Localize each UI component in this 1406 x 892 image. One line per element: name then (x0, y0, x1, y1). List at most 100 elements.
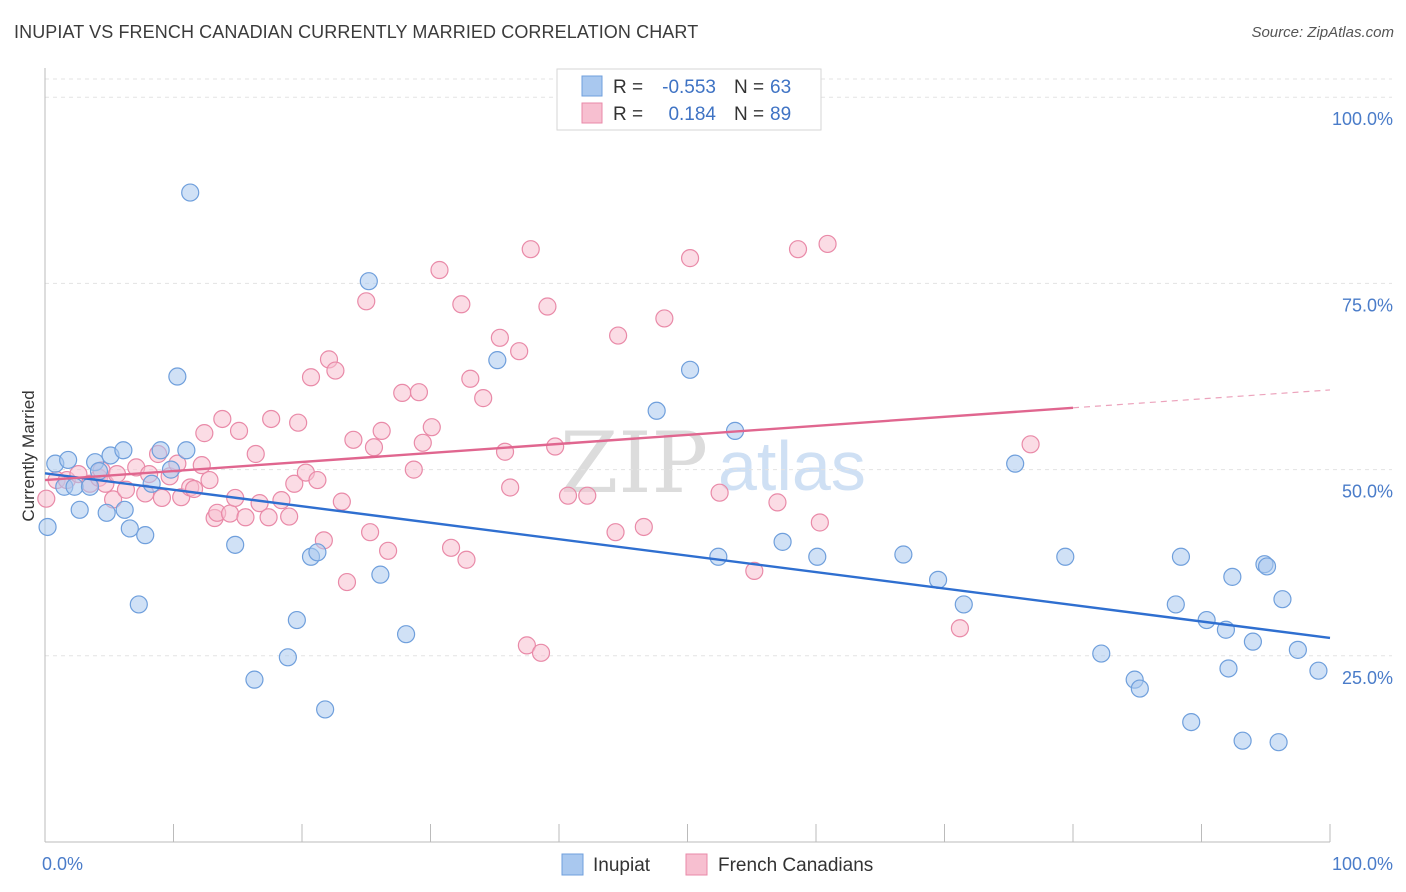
inupiat-point (287, 610, 306, 630)
french-canadians-point (259, 508, 278, 527)
inupiat-point (680, 360, 700, 379)
trend-line-french-canadians (1072, 389, 1331, 409)
y-axis-label: Currently Married (19, 390, 38, 521)
inupiat-point (136, 526, 155, 545)
french-canadians-point (378, 541, 398, 560)
french-canadians-point (810, 513, 829, 532)
french-canadians-point (195, 424, 214, 443)
french-canadians-point (272, 491, 291, 510)
y-tick-label: 25.0% (1342, 668, 1393, 688)
legend-n-label: N = (734, 104, 764, 125)
inupiat-point (70, 500, 89, 519)
french-canadians-point (495, 442, 515, 461)
inupiat-point (647, 401, 666, 420)
french-canadians-point (372, 421, 391, 440)
legend-n-value-french-canadians: 89 (770, 104, 791, 125)
french-canadians-point (357, 292, 376, 311)
french-canadians-point (413, 433, 432, 452)
french-canadians-point (474, 389, 493, 408)
legend-swatch-inupiat (561, 853, 584, 876)
french-canadians-point (361, 523, 380, 542)
legend-entry-french-canadians: French Canadians (718, 855, 873, 876)
legend-r-label: R = (613, 77, 643, 98)
legend-r-value-inupiat: -0.553 (662, 77, 716, 98)
inupiat-point (308, 543, 327, 562)
inupiat-point (278, 648, 297, 667)
trend-line-french-canadians (44, 406, 1074, 482)
french-canadians-point (950, 619, 970, 638)
inupiat-point (1257, 557, 1277, 576)
inupiat-point (38, 517, 57, 537)
x-tick-label: 0.0% (42, 854, 83, 874)
inupiat-point (1171, 547, 1191, 566)
french-canadians-point (250, 494, 269, 513)
inupiat-point (1182, 712, 1201, 732)
french-canadians-point (337, 572, 357, 592)
french-canadians-point (280, 507, 299, 526)
french-canadians-point (634, 517, 653, 537)
french-canadians-point (531, 643, 551, 662)
french-canadians-point (521, 240, 540, 259)
inupiat-point (168, 367, 187, 386)
french-canadians-point (404, 460, 423, 479)
inupiat-point (120, 519, 139, 538)
french-canadians-point (285, 474, 304, 493)
french-canadians-point (220, 504, 240, 523)
inupiat-point (396, 625, 416, 644)
source-credit: Source: ZipAtlas.com (1251, 24, 1394, 41)
french-canadians-point (116, 480, 136, 499)
inupiat-point (151, 441, 170, 460)
inupiat-point (359, 272, 378, 291)
french-canadians-point (655, 309, 674, 328)
inupiat-point (65, 477, 84, 496)
series-french-canadians-points (37, 234, 1040, 662)
french-canadians-point (578, 486, 597, 505)
inupiat-point (1092, 644, 1111, 663)
french-canadians-point (558, 486, 578, 505)
french-canadians-point (768, 493, 787, 512)
french-canadians-point (236, 508, 255, 527)
watermark-atlas: atlas (718, 427, 866, 505)
inupiat-point (371, 565, 390, 584)
french-canadians-point (510, 342, 529, 361)
inupiat-point (1288, 640, 1307, 659)
french-canadians-point (262, 409, 281, 429)
x-tick-label: 100.0% (1332, 854, 1393, 874)
inupiat-point (808, 547, 827, 566)
inupiat-point (1130, 679, 1149, 698)
french-canadians-point (430, 260, 449, 280)
inupiat-point (1223, 567, 1242, 586)
french-canadians-point (229, 421, 249, 440)
x-tick-labels: 0.0% 100.0% (42, 854, 1393, 874)
legend-entry-inupiat: Inupiat (593, 855, 651, 876)
french-canadians-point (184, 479, 204, 499)
french-canadians-point (501, 478, 520, 497)
inupiat-point (1197, 610, 1216, 630)
french-canadians-point (200, 470, 219, 490)
french-canadians-point (606, 523, 625, 542)
french-canadians-point (409, 383, 429, 402)
chart-title: INUPIAT VS FRENCH CANADIAN CURRENTLY MAR… (14, 22, 699, 42)
inupiat-point (59, 450, 78, 470)
inupiat-point (1056, 547, 1075, 566)
french-canadians-point (818, 234, 837, 254)
french-canadians-point (452, 295, 471, 314)
gridlines (45, 78, 1392, 657)
stats-legend: R = -0.553 N = 63 R = 0.184 N = 89 (556, 68, 822, 131)
french-canadians-point (364, 438, 384, 457)
legend-swatch-inupiat (581, 75, 603, 97)
french-canadians-point (192, 456, 211, 475)
french-canadians-point (710, 483, 729, 502)
inupiat-point (115, 500, 134, 519)
french-canadians-point (788, 240, 808, 259)
legend-r-value-french-canadians: 0.184 (668, 104, 716, 125)
legend-n-value-inupiat: 63 (770, 77, 791, 98)
french-canadians-point (461, 369, 480, 388)
legend-n-label: N = (734, 77, 764, 98)
inupiat-point (1166, 595, 1185, 614)
inupiat-point (894, 545, 913, 564)
inupiat-point (954, 595, 973, 614)
french-canadians-point (344, 430, 363, 449)
french-canadians-point (326, 361, 345, 380)
inupiat-point (129, 595, 148, 614)
